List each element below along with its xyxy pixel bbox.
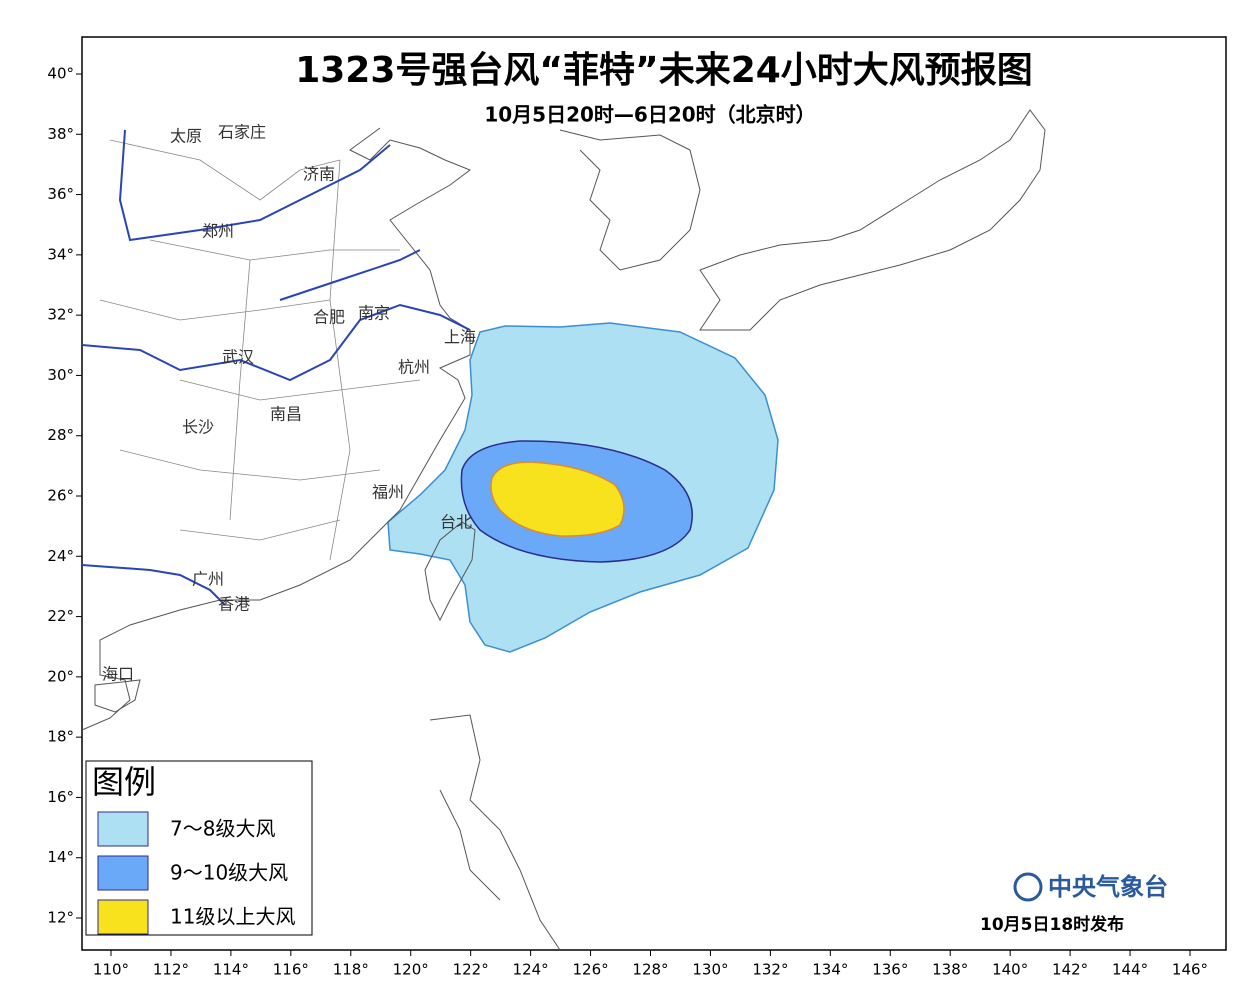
issue-time: 10月5日18时发布	[980, 914, 1124, 935]
lat-tick-label: 34°	[47, 245, 74, 263]
lon-tick-label: 136°	[872, 961, 908, 979]
legend-label: 11级以上大风	[170, 905, 295, 929]
issuer: 中央气象台	[1048, 873, 1168, 901]
lat-tick-label: 16°	[47, 788, 74, 806]
zone-11-plus	[490, 461, 625, 537]
city-label: 广州	[192, 570, 224, 589]
legend-swatch	[97, 855, 149, 891]
lat-tick-label: 22°	[47, 607, 74, 625]
map-subtitle: 10月5日20时—6日20时（北京时）	[484, 103, 815, 127]
city-label: 石家庄	[218, 123, 266, 142]
city-label: 上海	[444, 328, 476, 347]
hainan	[94, 679, 141, 713]
lat-tick-label: 30°	[47, 366, 74, 384]
legend-swatch	[97, 811, 149, 847]
legend-label: 7～8级大风	[170, 817, 275, 841]
lon-tick-label: 118°	[333, 961, 369, 979]
lon-tick-label: 128°	[632, 961, 668, 979]
lat-tick-label: 18°	[47, 728, 74, 746]
lon-tick-label: 120°	[393, 961, 429, 979]
lat-tick-label: 38°	[47, 125, 74, 143]
lon-tick-label: 126°	[572, 961, 608, 979]
city-label: 南京	[358, 304, 390, 323]
lon-tick-label: 122°	[453, 961, 489, 979]
issuer-logo	[1013, 872, 1043, 902]
city-label: 长沙	[182, 418, 214, 437]
lon-tick-label: 114°	[213, 961, 249, 979]
lat-tick-label: 36°	[47, 185, 74, 203]
city-label: 台北	[440, 513, 472, 532]
lon-tick-label: 134°	[812, 961, 848, 979]
lat-tick-label: 20°	[47, 667, 74, 685]
lon-tick-label: 112°	[153, 961, 189, 979]
huai-river	[279, 249, 421, 301]
lon-tick-label: 140°	[992, 961, 1028, 979]
city-label: 太原	[170, 127, 202, 146]
city-label: 海口	[102, 665, 134, 684]
lon-tick-label: 142°	[1052, 961, 1088, 979]
yangtze-river	[81, 303, 471, 382]
yellow-river	[118, 129, 391, 242]
lon-tick-label: 110°	[93, 961, 129, 979]
lat-tick-label: 26°	[47, 487, 74, 505]
pearl-river	[81, 564, 226, 606]
lon-tick-label: 144°	[1112, 961, 1148, 979]
province-borders	[99, 139, 421, 561]
city-label: 郑州	[202, 222, 234, 241]
city-label: 济南	[303, 165, 335, 184]
japan	[699, 109, 1046, 331]
philippines	[429, 714, 561, 951]
legend-swatch	[97, 899, 149, 935]
legend-title: 图例	[92, 763, 156, 801]
city-label: 香港	[218, 595, 250, 614]
lat-tick-label: 28°	[47, 426, 74, 444]
lon-tick-label: 138°	[932, 961, 968, 979]
city-label: 合肥	[313, 308, 345, 327]
lat-tick-label: 14°	[47, 848, 74, 866]
city-label: 武汉	[222, 348, 254, 367]
china-coast	[81, 127, 472, 731]
map-title: 1323号强台风“菲特”未来24小时大风预报图	[295, 50, 1033, 91]
korea	[559, 129, 701, 271]
legend: 图例 7～8级大风 9～10级大风 11级以上大风	[85, 760, 313, 936]
lon-tick-label: 132°	[752, 961, 788, 979]
legend-items: 7～8级大风 9～10级大风 11级以上大风	[97, 811, 295, 935]
lon-tick-label: 124°	[513, 961, 549, 979]
taiwan	[424, 521, 476, 622]
lat-tick-label: 24°	[47, 547, 74, 565]
lat-tick-label: 40°	[47, 65, 74, 83]
city-label: 南昌	[270, 405, 302, 424]
lat-tick-label: 12°	[47, 909, 74, 927]
city-label: 杭州	[398, 358, 430, 377]
lon-tick-label: 130°	[692, 961, 728, 979]
lon-tick-label: 146°	[1172, 961, 1208, 979]
legend-label: 9～10级大风	[170, 861, 288, 885]
lat-tick-label: 32°	[47, 306, 74, 324]
lon-tick-label: 116°	[273, 961, 309, 979]
city-label: 福州	[372, 483, 404, 502]
